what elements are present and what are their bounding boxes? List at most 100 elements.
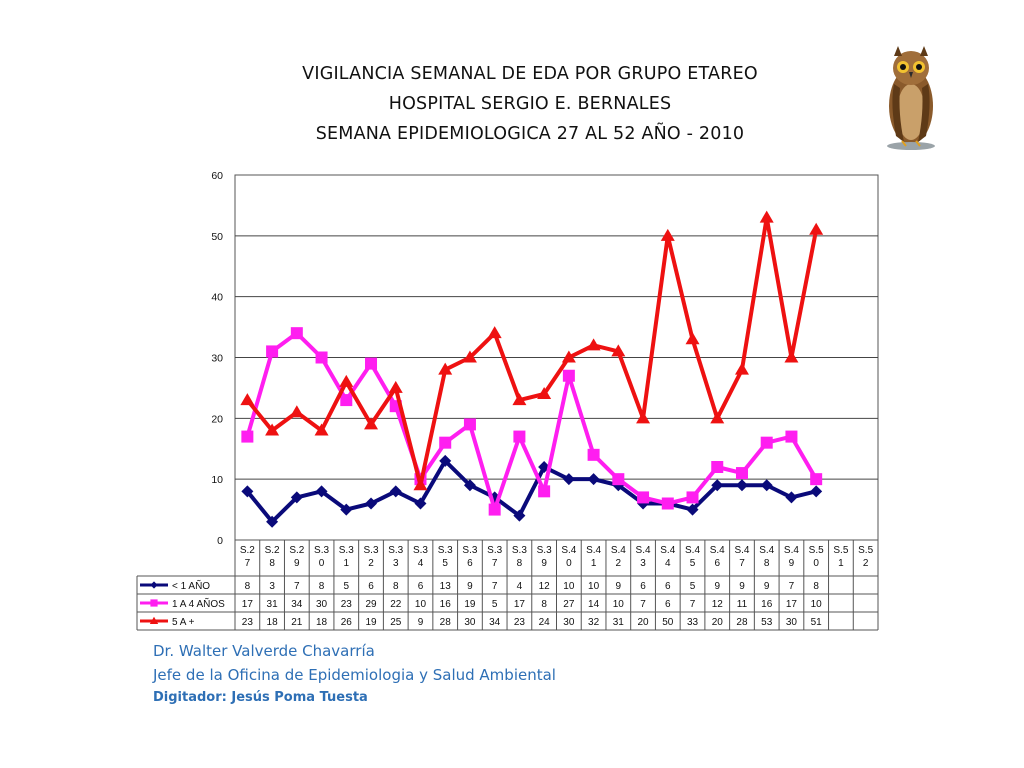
table-value: 6 <box>418 581 424 592</box>
table-value: 8 <box>541 599 547 610</box>
data-point <box>463 418 476 431</box>
credit-digitizer: Digitador: Jesús Poma Tuesta <box>153 690 368 705</box>
x-tick-label: S.5 <box>809 545 824 556</box>
data-point <box>711 461 724 473</box>
data-point <box>612 473 625 486</box>
x-tick-label: S.3 <box>314 545 329 556</box>
data-point <box>759 210 774 223</box>
legend-series-name: < 1 AÑO <box>172 579 210 592</box>
x-tick-label: S.5 <box>858 545 873 556</box>
x-tick-label: S.4 <box>636 545 651 556</box>
table-value: 29 <box>365 599 377 610</box>
table-value: 7 <box>294 581 300 592</box>
data-point <box>487 326 502 339</box>
table-value: 23 <box>242 617 254 628</box>
table-value: 32 <box>588 617 600 628</box>
table-value: 8 <box>245 581 251 592</box>
x-tick-label: 6 <box>467 558 473 569</box>
x-tick-label: 0 <box>566 558 572 569</box>
data-point <box>686 491 699 504</box>
table-value: 5 <box>690 581 696 592</box>
legend-key-marker <box>149 616 159 624</box>
table-value: 50 <box>662 617 674 628</box>
data-point <box>314 423 329 436</box>
data-point <box>760 436 773 449</box>
table-value: 26 <box>341 617 353 628</box>
x-tick-label: 1 <box>591 558 597 569</box>
table-value: 6 <box>368 581 374 592</box>
table-value: 17 <box>242 599 254 610</box>
data-point <box>562 369 575 382</box>
table-value: 22 <box>390 599 402 610</box>
data-point <box>784 350 799 363</box>
data-point <box>685 332 700 345</box>
data-point <box>637 491 650 504</box>
data-point <box>364 417 379 430</box>
data-point <box>537 387 552 399</box>
table-value: 9 <box>616 581 622 592</box>
table-value: 28 <box>440 617 452 628</box>
table-value: 19 <box>464 599 476 610</box>
data-point <box>587 473 600 486</box>
data-point <box>315 485 328 498</box>
data-point <box>686 503 699 516</box>
x-tick-label: S.5 <box>833 545 848 556</box>
x-tick-label: 1 <box>344 558 350 569</box>
table-value: 30 <box>464 617 476 628</box>
table-value: 4 <box>517 581 523 592</box>
table-value: 33 <box>687 617 699 628</box>
data-point <box>265 423 280 436</box>
legend-series-name: 5 A + <box>172 617 195 628</box>
x-tick-label: 7 <box>245 558 251 569</box>
x-tick-label: 6 <box>714 558 720 569</box>
data-point <box>710 411 725 424</box>
data-point <box>735 467 748 480</box>
x-tick-label: 1 <box>838 558 844 569</box>
data-point <box>586 338 601 351</box>
table-value: 7 <box>640 599 646 610</box>
x-tick-label: 3 <box>393 558 399 569</box>
table-value: 23 <box>514 617 526 628</box>
data-point <box>809 222 824 235</box>
data-point <box>561 350 576 363</box>
table-value: 34 <box>489 617 501 628</box>
x-tick-label: S.4 <box>759 545 774 556</box>
data-point <box>660 228 675 241</box>
x-tick-label: S.4 <box>561 545 576 556</box>
x-tick-label: S.3 <box>487 545 502 556</box>
x-tick-label: S.3 <box>339 545 354 556</box>
data-point <box>587 448 600 461</box>
data-point <box>611 344 626 357</box>
table-value: 25 <box>390 617 402 628</box>
data-point <box>562 473 575 486</box>
table-value: 6 <box>665 581 671 592</box>
data-point <box>241 485 254 498</box>
x-tick-label: 0 <box>813 558 819 569</box>
x-tick-label: 9 <box>294 558 300 569</box>
y-tick-label: 30 <box>211 353 223 365</box>
x-tick-label: 2 <box>368 558 374 569</box>
table-value: 7 <box>492 581 498 592</box>
legend-series-name: 1 A 4 AÑOS <box>172 597 225 610</box>
table-value: 9 <box>714 581 720 592</box>
x-tick-label: 5 <box>442 558 448 569</box>
x-tick-label: S.4 <box>586 545 601 556</box>
table-value: 19 <box>365 617 377 628</box>
table-value: 28 <box>736 617 748 628</box>
data-point <box>339 374 354 387</box>
table-value: 30 <box>786 617 798 628</box>
table-value: 9 <box>739 581 745 592</box>
data-point <box>240 393 255 406</box>
legend-key-marker <box>150 599 158 607</box>
table-value: 53 <box>761 617 773 628</box>
data-point <box>810 473 823 486</box>
data-point <box>439 436 452 449</box>
x-tick-label: 2 <box>616 558 622 569</box>
table-value: 17 <box>786 599 798 610</box>
y-tick-label: 50 <box>211 231 223 243</box>
x-tick-label: S.4 <box>734 545 749 556</box>
x-tick-label: S.3 <box>388 545 403 556</box>
data-point <box>810 485 823 498</box>
table-value: 7 <box>690 599 696 610</box>
data-point <box>414 497 427 510</box>
